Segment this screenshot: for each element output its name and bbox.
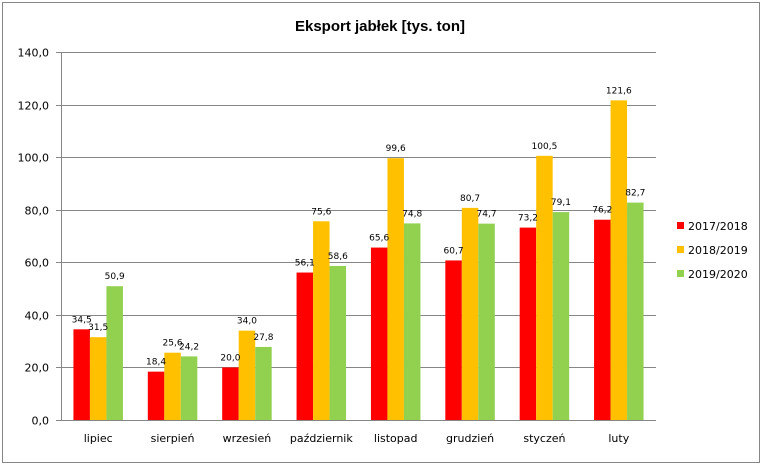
- bar-2017-2018: [73, 329, 90, 420]
- x-tick-label: styczeń: [523, 432, 565, 445]
- data-label: 56,1: [295, 259, 315, 269]
- data-label: 20,0: [220, 353, 240, 363]
- bar-2019-2020: [627, 202, 644, 420]
- bar-2019-2020: [180, 356, 198, 420]
- bar-2017-2018: [147, 371, 165, 420]
- legend-label: 2018/2019: [688, 244, 748, 257]
- data-label: 99,6: [386, 144, 406, 154]
- bar-2018-2019: [164, 352, 181, 420]
- legend-swatch-2019-2020: [677, 270, 684, 277]
- x-tick-label: lipiec: [84, 432, 113, 445]
- bar-2019-2020: [403, 223, 421, 420]
- data-label: 18,4: [146, 358, 166, 368]
- data-label: 74,8: [402, 209, 422, 219]
- data-label: 27,8: [253, 333, 273, 343]
- bar-2017-2018: [370, 247, 388, 420]
- data-label: 74,7: [477, 210, 497, 220]
- bar-2018-2019: [238, 330, 256, 420]
- data-label: 60,7: [444, 246, 464, 256]
- bar-2017-2018: [296, 272, 314, 420]
- x-tick-label: grudzień: [446, 432, 494, 445]
- y-tick-label: 140,0: [18, 47, 50, 60]
- y-tick-label: 120,0: [18, 100, 50, 113]
- y-tick-label: 80,0: [25, 205, 50, 218]
- bar-2019-2020: [552, 212, 570, 420]
- y-tick-label: 40,0: [25, 310, 50, 323]
- bar-2018-2019: [313, 221, 330, 420]
- bar-2017-2018: [594, 219, 611, 420]
- bars: [73, 100, 644, 421]
- data-label: 50,9: [105, 272, 125, 282]
- x-axis: lipiec sierpień wrzesień październik listopa…: [61, 420, 656, 445]
- x-tick-label: wrzesień: [223, 432, 272, 445]
- data-label: 79,1: [551, 198, 571, 208]
- legend: 2017/2018 2018/2019 2019/2020: [677, 220, 748, 281]
- bar-2019-2020: [255, 346, 272, 420]
- y-tick-label: 20,0: [25, 362, 50, 375]
- data-label: 75,6: [311, 207, 331, 217]
- bar-2019-2020: [106, 286, 123, 420]
- bar-2018-2019: [461, 207, 479, 420]
- bar-2018-2019: [387, 158, 404, 421]
- bar-2018-2019: [610, 100, 628, 420]
- bar-2018-2019: [89, 337, 107, 420]
- y-axis: 0,0 20,0 40,0 60,0 80,0 100,0 120,0 140,0: [18, 47, 62, 428]
- bar-2017-2018: [445, 260, 462, 420]
- data-label: 100,5: [532, 142, 558, 152]
- x-tick-label: październik: [290, 432, 353, 445]
- legend-swatch-2017-2018: [677, 222, 684, 229]
- y-tick-label: 100,0: [18, 152, 50, 165]
- data-label: 31,5: [88, 323, 108, 333]
- data-label: 73,2: [518, 214, 538, 224]
- bar-2018-2019: [536, 155, 553, 421]
- bar-2017-2018: [222, 367, 239, 420]
- legend-label: 2017/2018: [688, 220, 748, 233]
- data-label: 58,6: [328, 252, 348, 262]
- bar-2017-2018: [519, 227, 537, 420]
- y-tick-label: 60,0: [25, 257, 50, 270]
- legend-swatch-2018-2019: [677, 246, 684, 253]
- data-labels: 34,531,5 50,9 18,4 25,624,2 20,0 34,0 27,8 56,1…: [72, 86, 646, 367]
- y-tick-label: 0,0: [32, 415, 50, 428]
- data-label: 34,0: [237, 317, 257, 327]
- data-label: 80,7: [460, 194, 480, 204]
- bar-2019-2020: [478, 223, 495, 420]
- bar-2019-2020: [329, 265, 347, 420]
- data-label: 65,6: [369, 234, 389, 244]
- x-tick-label: sierpień: [151, 432, 195, 445]
- data-label: 34,5: [72, 315, 92, 325]
- data-label: 121,6: [606, 86, 632, 96]
- data-label: 24,2: [179, 342, 199, 352]
- data-label: 76,2: [592, 206, 612, 216]
- x-tick-label: luty: [608, 432, 629, 445]
- data-label: 25,6: [163, 339, 183, 349]
- x-tick-label: listopad: [374, 432, 418, 445]
- legend-label: 2019/2020: [688, 268, 748, 281]
- data-label: 82,7: [625, 189, 645, 199]
- chart-title: Eksport jabłek [tys. ton]: [295, 18, 465, 35]
